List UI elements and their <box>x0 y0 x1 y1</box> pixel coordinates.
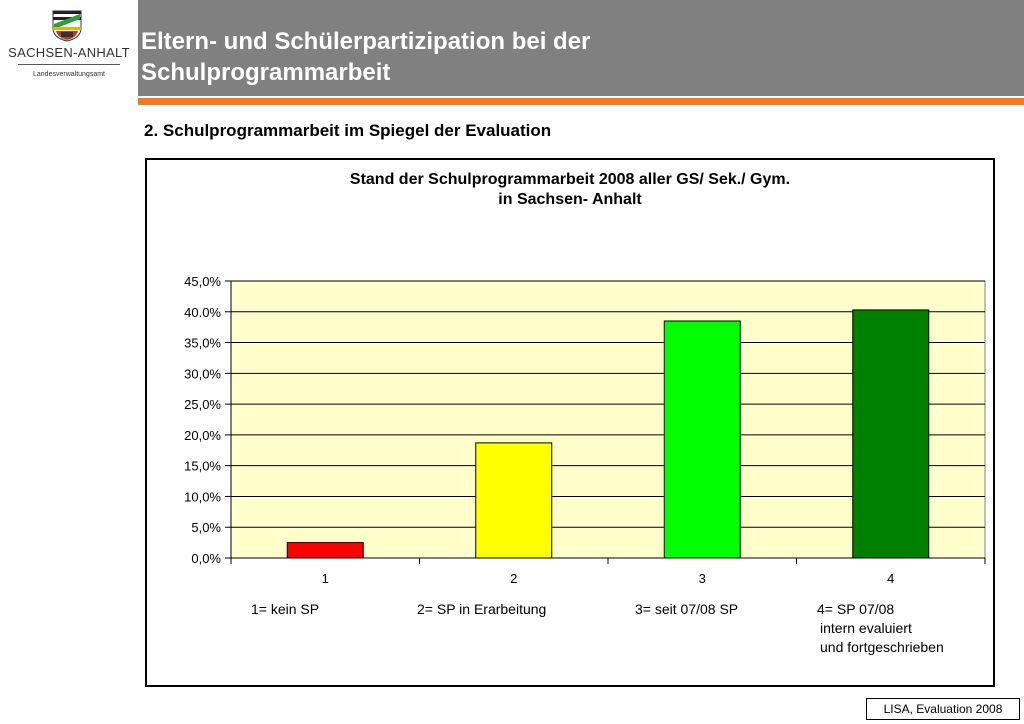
bar <box>852 309 930 559</box>
category-legend-text: 3= seit 07/08 SP <box>635 601 738 617</box>
chart-title-line1: Stand der Schulprogrammarbeit 2008 aller… <box>349 171 791 188</box>
category-legend-text: 4= SP 07/08 <box>817 601 894 617</box>
header-bar: Eltern- und Schülerpartizipation bei der… <box>138 0 1024 96</box>
y-tick-label: 5,0% <box>191 520 221 535</box>
category-legend-text: 2= SP in Erarbeitung <box>417 601 546 617</box>
section-subtitle: 2. Schulprogrammarbeit im Spiegel der Ev… <box>144 121 552 140</box>
chart-title-line2: in Sachsen- Anhalt <box>498 191 642 208</box>
x-tick-label: 4 <box>887 571 894 586</box>
bar <box>475 442 553 559</box>
chart-frame: Stand der Schulprogrammarbeit 2008 aller… <box>145 158 995 687</box>
bar <box>286 542 364 559</box>
header-accent-rule <box>138 98 1024 105</box>
page-title: Eltern- und Schülerpartizipation bei der… <box>141 26 590 88</box>
page-title-line2: Schulprogrammarbeit <box>141 59 391 86</box>
coat-of-arms-icon <box>52 10 82 42</box>
y-tick-label: 25,0% <box>184 397 221 412</box>
x-tick-label: 1 <box>322 571 329 586</box>
y-tick-label: 40.0% <box>184 305 221 320</box>
category-legend-text: 1= kein SP <box>251 601 319 617</box>
x-tick-label: 3 <box>699 571 706 586</box>
y-tick-label: 15,0% <box>184 459 221 474</box>
y-tick-label: 20,0% <box>184 428 221 443</box>
y-tick-label: 10,0% <box>184 489 221 504</box>
chart-title: Stand der Schulprogrammarbeit 2008 aller… <box>147 170 993 210</box>
category-legend-text: intern evaluiert <box>820 620 912 636</box>
x-tick-label: 2 <box>510 571 517 586</box>
y-tick-label: 30,0% <box>184 366 221 381</box>
logo-divider <box>18 64 120 65</box>
y-tick-label: 0,0% <box>191 551 221 566</box>
page-title-line1: Eltern- und Schülerpartizipation bei der <box>141 28 591 55</box>
y-tick-label: 35,0% <box>184 336 221 351</box>
logo-subtitle: Landesverwaltungsamt <box>33 71 105 78</box>
y-tick-label: 45,0% <box>184 274 221 289</box>
sachsen-anhalt-logo: SACHSEN-ANHALT Landesverwaltungsamt <box>0 0 138 100</box>
bar <box>663 320 741 559</box>
logo-name: SACHSEN-ANHALT <box>8 45 130 60</box>
category-legend-text: und fortgeschrieben <box>820 639 944 655</box>
footer-source: LISA, Evaluation 2008 <box>866 698 1020 720</box>
bar-chart: 0,0% 5,0% 10,0% 15,0% 20,0% 25,0% 30,0% 35,0% 40… <box>184 274 986 655</box>
